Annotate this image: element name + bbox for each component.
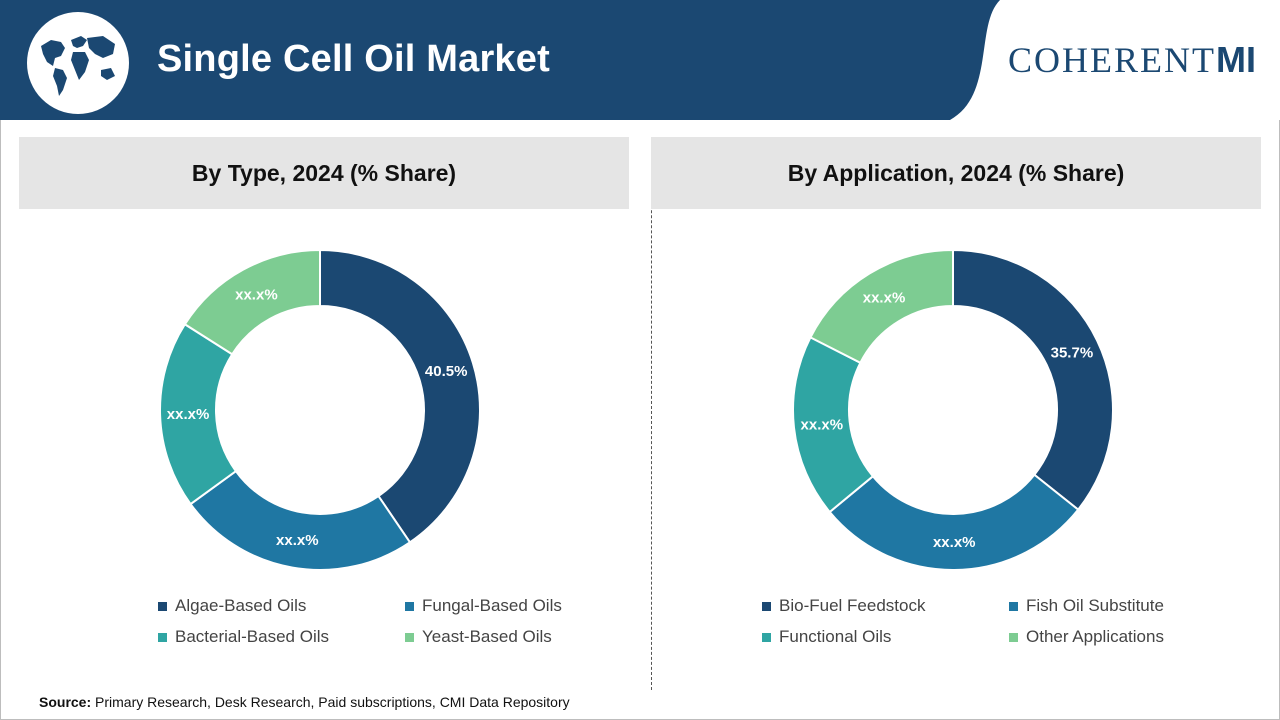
type-slice-2 <box>189 469 412 571</box>
source-note: Source: Primary Research, Desk Research,… <box>39 694 570 710</box>
application-legend-item: Bio-Fuel Feedstock <box>762 596 925 616</box>
legend-swatch <box>762 601 771 611</box>
source-text: Primary Research, Desk Research, Paid su… <box>95 694 570 710</box>
legend-label: Yeast-Based Oils <box>422 627 552 646</box>
legend-label: Functional Oils <box>779 627 892 646</box>
legend-swatch <box>158 632 167 642</box>
type-legend-item: Fungal-Based Oils <box>405 596 562 616</box>
legend-swatch <box>158 601 167 611</box>
application-chart-header: By Application, 2024 (% Share) <box>651 137 1261 209</box>
legend-label: Bacterial-Based Oils <box>175 627 330 646</box>
source-label: Source: <box>39 694 92 710</box>
application-slice-label-4: xx.x% <box>863 289 906 306</box>
type-chart-header: By Type, 2024 (% Share) <box>19 137 629 209</box>
type-legend-item: Algae-Based Oils <box>158 596 306 616</box>
legend-label: Fungal-Based Oils <box>422 596 562 615</box>
page-title: Single Cell Oil Market <box>157 38 550 80</box>
application-chart-title: By Application, 2024 (% Share) <box>787 159 1125 186</box>
brand-logo-text: COHERENT <box>1008 40 1216 80</box>
type-slice-label-3: xx.x% <box>167 406 210 423</box>
application-legend-item: Functional Oils <box>762 627 891 647</box>
application-donut-chart: 35.7% xx.x% xx.x% xx.x% <box>792 248 1114 571</box>
legend-swatch <box>1009 601 1018 611</box>
type-slice-label-1: 40.5% <box>425 363 468 380</box>
legend-swatch <box>1009 632 1018 642</box>
legend-label: Algae-Based Oils <box>175 596 307 615</box>
type-slice-4 <box>183 248 321 356</box>
logo-panel <box>950 0 1280 120</box>
type-legend-item: Yeast-Based Oils <box>405 627 552 647</box>
application-slice-label-3: xx.x% <box>801 416 844 433</box>
type-slice-label-2: xx.x% <box>276 532 319 549</box>
application-slice-2 <box>828 473 1080 571</box>
legend-label: Fish Oil Substitute <box>1026 596 1164 615</box>
type-donut-chart: 40.5% xx.x% xx.x% xx.x% <box>159 248 481 571</box>
type-slice-label-4: xx.x% <box>235 286 278 303</box>
legend-label: Bio-Fuel Feedstock <box>779 596 926 615</box>
application-legend-item: Other Applications <box>1009 627 1164 647</box>
type-legend-item: Bacterial-Based Oils <box>158 627 329 647</box>
panel-divider <box>651 140 652 690</box>
globe-icon <box>27 12 129 114</box>
legend-label: Other Applications <box>1026 627 1164 646</box>
brand-logo: COHERENTMI <box>1008 39 1270 81</box>
legend-swatch <box>405 601 414 611</box>
legend-swatch <box>762 632 771 642</box>
application-slice-4 <box>809 248 954 365</box>
application-slice-1 <box>952 248 1114 512</box>
legend-swatch <box>405 632 414 642</box>
brand-logo-accent: MI <box>1216 39 1256 80</box>
application-legend-item: Fish Oil Substitute <box>1009 596 1164 616</box>
type-chart-title: By Type, 2024 (% Share) <box>191 159 457 186</box>
application-slice-label-2: xx.x% <box>933 534 976 551</box>
application-slice-label-1: 35.7% <box>1051 345 1094 362</box>
type-slice-1 <box>319 248 481 544</box>
